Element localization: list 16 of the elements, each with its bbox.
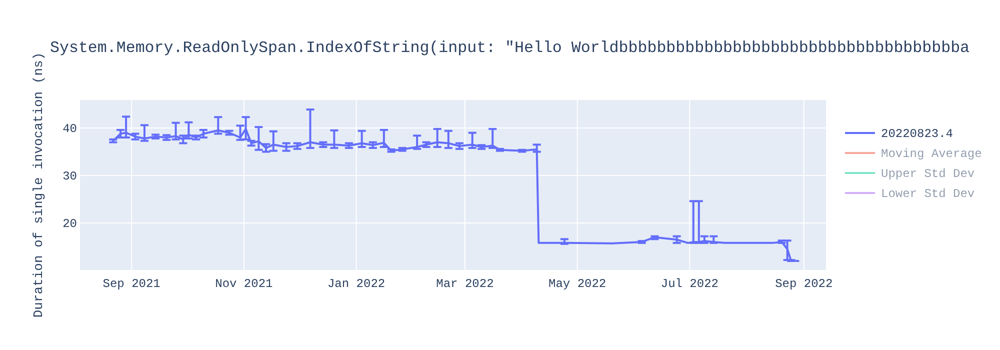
legend-label: Moving Average bbox=[881, 147, 982, 162]
x-tick-label: Sep 2022 bbox=[775, 277, 833, 291]
legend-label: Upper Std Dev bbox=[881, 167, 975, 182]
x-tick-label: Jan 2022 bbox=[327, 277, 386, 291]
x-tick-label: Jul 2022 bbox=[660, 277, 718, 291]
x-tick-label: Sep 2021 bbox=[102, 277, 160, 291]
y-tick-label: 30 bbox=[62, 170, 77, 184]
legend-label: Lower Std Dev bbox=[881, 187, 975, 202]
x-tick-label: Mar 2022 bbox=[436, 277, 494, 291]
legend-label: 20220823.4 bbox=[881, 127, 954, 142]
chart-title: System.Memory.ReadOnlySpan.IndexOfString(input: "Hello Worldbbbbbbbbbbbbbbbbbbbbbbbbbbbbbbbbbbbba bbox=[50, 39, 970, 57]
y-tick-label: 40 bbox=[62, 122, 77, 136]
y-tick-label: 20 bbox=[62, 217, 77, 232]
x-tick-label: May 2022 bbox=[548, 277, 606, 291]
y-axis-title: Duration of single invocation (ns) bbox=[31, 52, 46, 318]
x-tick-label: Nov 2021 bbox=[215, 277, 273, 291]
